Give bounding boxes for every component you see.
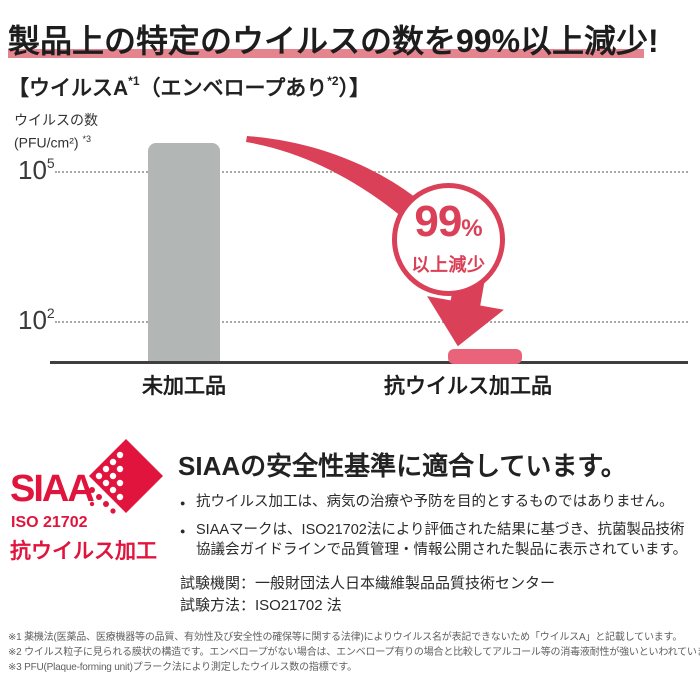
siaa-mark-type: 抗ウイルス加工: [10, 540, 157, 563]
title-underline-accent: [8, 49, 644, 58]
page-title: 製品上の特定のウイルスの数を99%以上減少!: [8, 23, 659, 59]
disclaimer-item: SIAAマークは、ISO21702法により評価された結果に基づき、抗菌製品技術協…: [180, 520, 698, 560]
siaa-diamond-mark-icon: [89, 439, 163, 514]
badge-percentage: 99%: [414, 200, 483, 249]
y-axis-label-line1: ウイルスの数: [14, 112, 98, 128]
y-axis-label-line2: (PFU/cm²) *3: [14, 130, 98, 153]
subtitle-prefix: 【ウイルスA: [8, 77, 129, 100]
down-arrow: [427, 261, 504, 347]
tick-base: 10: [18, 155, 47, 185]
tick-exponent: 5: [46, 155, 55, 172]
y-axis-unit: (PFU/cm²): [14, 134, 79, 151]
siaa-logo-text: SIAA: [10, 468, 95, 510]
bar-untreated-product: [148, 143, 220, 362]
test-method: 試験方法：ISO21702 法: [180, 597, 342, 614]
badge-value: 99: [414, 197, 462, 246]
footnote-2: ※2 ウイルス粒子に見られる膜状の構造です。エンベロープがない場合は、エンベロー…: [8, 647, 700, 658]
footnote-1: ※1 薬機法(医薬品、医療機器等の品質、有効性及び安全性の確保等に関する法律)に…: [8, 632, 683, 643]
footnote-3: ※3 PFU(Plaque-forming unit)プラーク法により測定したウ…: [8, 662, 357, 673]
safety-standard-heading: SIAAの安全性基準に適合しています。: [178, 451, 627, 481]
disclaimer-list: 抗ウイルス加工は、病気の治療や予防を目的とするものではありません。 SIAAマー…: [180, 492, 698, 568]
tick-base: 10: [18, 305, 47, 335]
x-axis-line: [50, 361, 688, 364]
footnote-ref-3: *3: [82, 134, 91, 144]
virus-type-subtitle: 【ウイルスA*1（エンベロープあり*2）】: [8, 72, 370, 102]
x-label-untreated: 未加工品: [142, 375, 226, 398]
gridline-1e2: [55, 321, 688, 323]
siaa-iso-number: ISO 21702: [11, 514, 88, 531]
y-tick-1e5: 105: [18, 155, 55, 186]
reduction-badge: 99% 以上減少: [392, 183, 505, 296]
x-label-treated: 抗ウイルス加工品: [384, 375, 552, 398]
disclaimer-item: 抗ウイルス加工は、病気の治療や予防を目的とするものではありません。: [180, 492, 698, 513]
test-organization: 試験機関：一般財団法人日本繊維製品品質技術センター: [180, 575, 556, 592]
subtitle-mid: （エンベロープあり: [139, 77, 328, 100]
subtitle-suffix: ）】: [338, 77, 371, 100]
badge-percent-sign: %: [461, 215, 483, 242]
footnote-ref-2: *2: [327, 74, 339, 88]
badge-caption: 以上減少: [411, 255, 486, 275]
bar-antiviral-product: [448, 349, 522, 364]
y-tick-1e2: 102: [18, 305, 55, 336]
footnotes: ※1 薬機法(医薬品、医療機器等の品質、有効性及び安全性の確保等に関する法律)に…: [8, 630, 700, 675]
tick-exponent: 2: [46, 305, 55, 322]
curved-swoosh-arrow: [246, 136, 425, 222]
y-axis-label: ウイルスの数 (PFU/cm²) *3: [14, 111, 98, 153]
footnote-ref-1: *1: [128, 74, 140, 88]
